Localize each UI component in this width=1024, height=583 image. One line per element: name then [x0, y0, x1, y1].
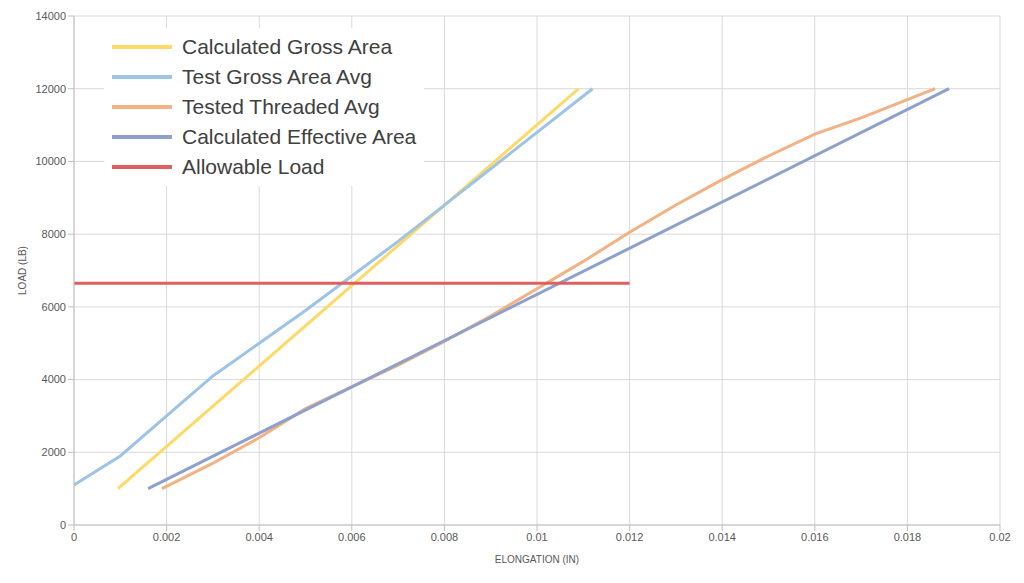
svg-text:0.014: 0.014 [708, 531, 736, 543]
svg-text:0.016: 0.016 [801, 531, 829, 543]
svg-text:8000: 8000 [42, 228, 66, 240]
svg-text:0.018: 0.018 [894, 531, 922, 543]
svg-text:6000: 6000 [42, 301, 66, 313]
svg-text:0.002: 0.002 [153, 531, 181, 543]
svg-text:0.02: 0.02 [989, 531, 1010, 543]
svg-text:LOAD (LB): LOAD (LB) [17, 246, 28, 295]
html-text:Allowable Load: Allowable Load [182, 155, 325, 178]
html-text:Calculated Gross Area: Calculated Gross Area [182, 35, 393, 58]
svg-text:ELONGATION (IN): ELONGATION (IN) [495, 554, 579, 565]
svg-text:0.012: 0.012 [616, 531, 644, 543]
svg-text:0.006: 0.006 [338, 531, 366, 543]
html-text:Test Gross Area Avg: Test Gross Area Avg [182, 65, 372, 88]
svg-text:0: 0 [71, 531, 77, 543]
svg-text:12000: 12000 [35, 83, 66, 95]
svg-text:0.01: 0.01 [526, 531, 547, 543]
svg-text:10000: 10000 [35, 155, 66, 167]
svg-text:14000: 14000 [35, 10, 66, 22]
html-text:Calculated Effective Area: Calculated Effective Area [182, 125, 417, 148]
html-text:Tested Threaded Avg: Tested Threaded Avg [182, 95, 380, 118]
svg-text:0.008: 0.008 [431, 531, 459, 543]
svg-text:4000: 4000 [42, 373, 66, 385]
svg-text:2000: 2000 [42, 446, 66, 458]
svg-text:0: 0 [60, 519, 66, 531]
svg-text:0.004: 0.004 [245, 531, 273, 543]
